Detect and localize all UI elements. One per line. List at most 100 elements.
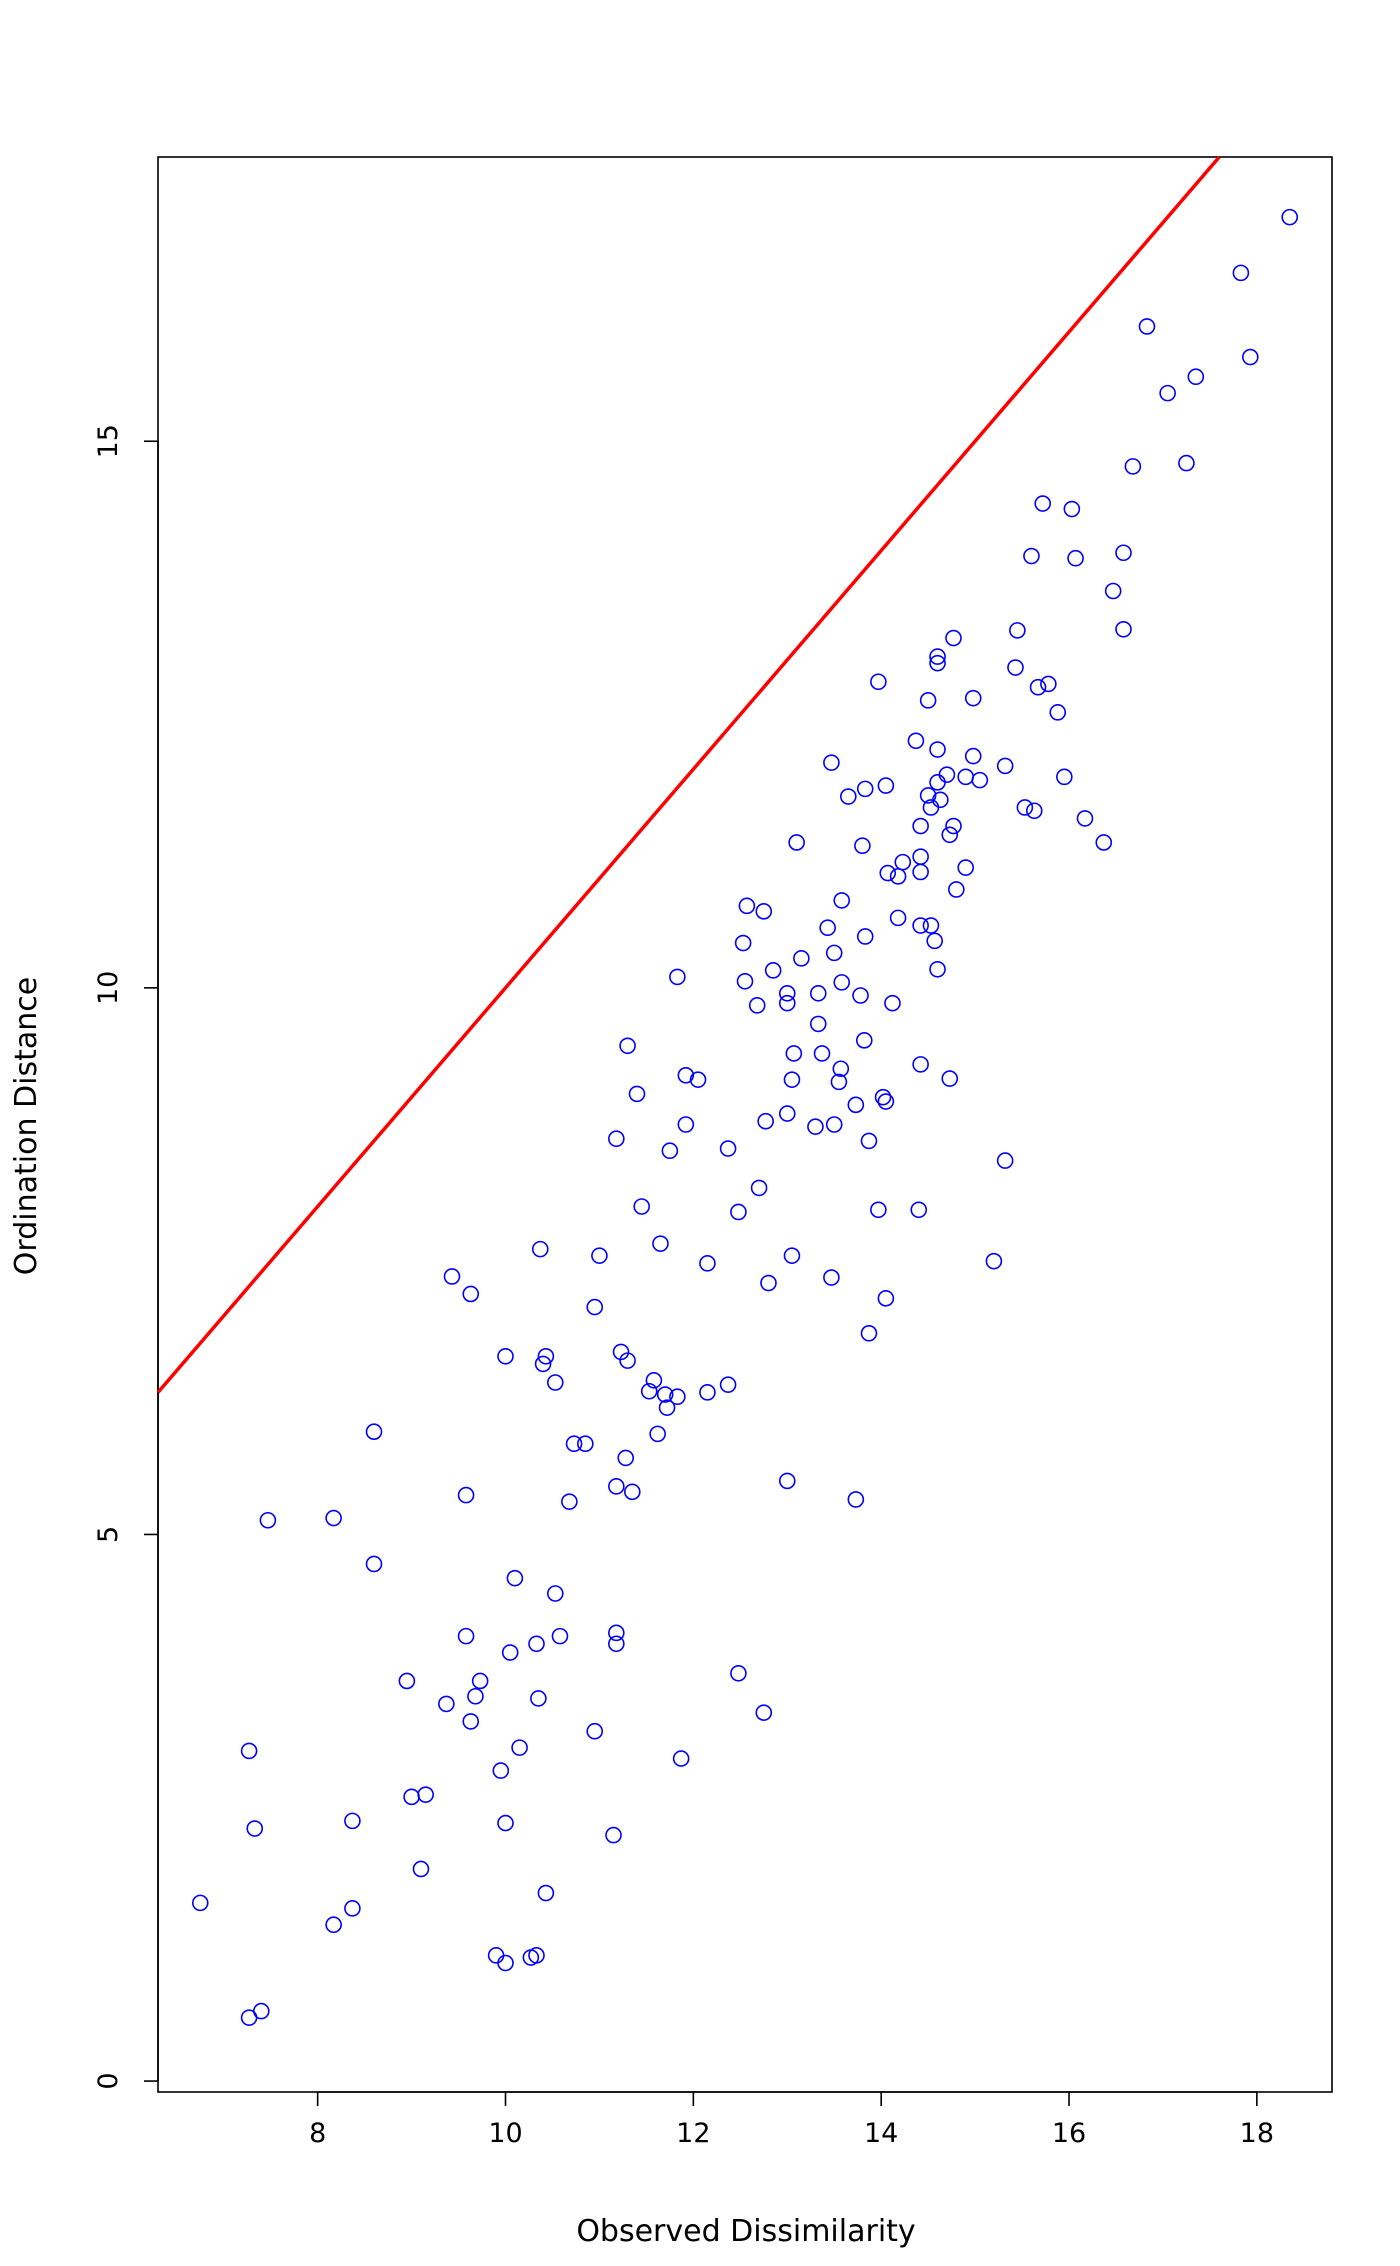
data-point xyxy=(938,766,956,783)
data-point xyxy=(608,1130,625,1148)
data-point xyxy=(926,932,944,950)
data-point xyxy=(929,774,946,791)
data-point xyxy=(259,1511,277,1529)
data-point xyxy=(1007,659,1024,676)
data-point xyxy=(750,1179,768,1197)
data-point xyxy=(760,1274,777,1292)
data-point xyxy=(344,1900,361,1917)
data-point xyxy=(748,997,766,1014)
data-point xyxy=(929,654,946,672)
data-point xyxy=(649,1425,666,1443)
reference-line xyxy=(156,155,1221,1394)
data-point xyxy=(471,1672,489,1690)
y-axis: 0 5 10 15 xyxy=(93,424,159,2090)
data-point xyxy=(1138,318,1156,335)
y-tick-label: 15 xyxy=(93,424,124,458)
data-point xyxy=(856,780,874,798)
x-tick-label: 10 xyxy=(488,2118,522,2149)
data-point xyxy=(971,771,989,789)
data-point xyxy=(825,1116,843,1133)
data-point xyxy=(823,754,840,771)
data-point xyxy=(736,972,754,990)
data-point xyxy=(778,985,796,1002)
y-tick-label: 0 xyxy=(93,2072,124,2089)
data-point xyxy=(1009,622,1026,639)
data-point xyxy=(813,1045,831,1062)
data-point xyxy=(929,648,946,665)
data-point xyxy=(403,1788,420,1806)
data-point xyxy=(1115,544,1132,562)
data-point xyxy=(467,1687,484,1705)
data-point xyxy=(823,1269,840,1286)
data-point xyxy=(462,1285,480,1303)
data-point xyxy=(365,1423,383,1440)
data-point xyxy=(497,1814,514,1832)
data-point xyxy=(819,919,836,937)
data-point xyxy=(783,1247,801,1264)
data-point xyxy=(912,863,929,881)
data-point xyxy=(912,817,929,835)
data-point xyxy=(1063,500,1081,518)
data-point xyxy=(964,689,982,707)
x-tick-label: 8 xyxy=(309,2118,326,2149)
data-point xyxy=(612,1343,630,1361)
data-point xyxy=(561,1493,578,1510)
data-point xyxy=(492,1762,510,1779)
data-point xyxy=(764,962,782,979)
data-point xyxy=(672,1750,690,1767)
data-point xyxy=(608,1624,625,1642)
data-point xyxy=(605,1826,622,1844)
data-point xyxy=(586,1722,604,1740)
data-point xyxy=(658,1399,676,1416)
x-tick-label: 18 xyxy=(1240,2118,1274,2149)
data-point xyxy=(957,768,975,786)
data-point xyxy=(785,1045,803,1062)
data-point xyxy=(412,1860,430,1878)
data-point xyxy=(941,826,959,844)
data-point xyxy=(586,1298,604,1316)
plot-area-frame xyxy=(157,156,1333,2093)
data-point xyxy=(910,1201,928,1219)
data-point xyxy=(645,1372,663,1389)
data-point xyxy=(677,1116,695,1133)
data-point xyxy=(253,2002,270,2020)
data-point xyxy=(730,1203,747,1221)
data-point xyxy=(889,868,907,885)
data-point xyxy=(854,837,871,855)
data-point xyxy=(932,791,949,809)
data-point xyxy=(531,1240,549,1258)
data-point xyxy=(546,1374,564,1391)
data-point xyxy=(497,1347,514,1365)
data-point xyxy=(528,1635,545,1653)
data-point xyxy=(608,1635,625,1653)
data-point xyxy=(856,928,874,945)
data-point xyxy=(929,741,946,758)
data-point xyxy=(730,1664,747,1682)
data-point xyxy=(551,1627,569,1645)
data-point xyxy=(832,1060,850,1078)
data-point xyxy=(1095,834,1113,851)
data-point xyxy=(877,1290,895,1307)
data-point xyxy=(793,950,810,967)
data-point xyxy=(948,881,965,898)
data-point xyxy=(1187,368,1205,386)
data-point xyxy=(945,629,962,647)
data-point xyxy=(1023,547,1040,565)
data-point xyxy=(912,917,929,934)
data-point xyxy=(462,1713,480,1730)
y-axis-title: Ordination Distance xyxy=(9,977,44,1275)
data-point xyxy=(617,1449,635,1467)
data-point xyxy=(945,817,962,835)
data-point xyxy=(877,777,895,794)
data-point xyxy=(1232,264,1250,282)
data-point xyxy=(1115,620,1132,638)
data-point xyxy=(778,1472,796,1490)
data-point xyxy=(501,1644,519,1661)
data-point xyxy=(964,747,982,765)
data-point xyxy=(1281,208,1299,226)
data-point xyxy=(565,1435,583,1453)
data-point xyxy=(1067,549,1084,567)
data-point xyxy=(528,1947,545,1964)
data-point xyxy=(608,1478,625,1495)
